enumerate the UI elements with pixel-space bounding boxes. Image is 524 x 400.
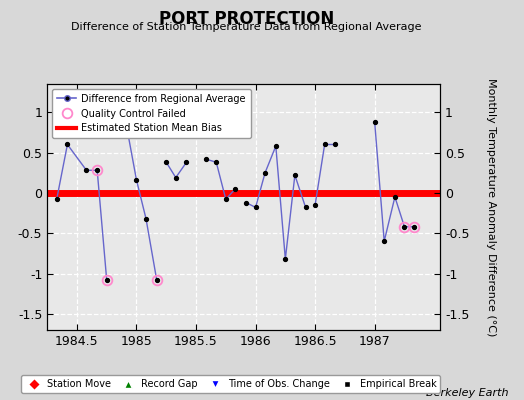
Text: Difference of Station Temperature Data from Regional Average: Difference of Station Temperature Data f…: [71, 22, 421, 32]
Text: Berkeley Earth: Berkeley Earth: [426, 388, 508, 398]
Legend: Station Move, Record Gap, Time of Obs. Change, Empirical Break: Station Move, Record Gap, Time of Obs. C…: [20, 375, 440, 393]
Text: PORT PROTECTION: PORT PROTECTION: [159, 10, 334, 28]
Legend: Difference from Regional Average, Quality Control Failed, Estimated Station Mean: Difference from Regional Average, Qualit…: [52, 89, 250, 138]
Y-axis label: Monthly Temperature Anomaly Difference (°C): Monthly Temperature Anomaly Difference (…: [486, 78, 496, 336]
